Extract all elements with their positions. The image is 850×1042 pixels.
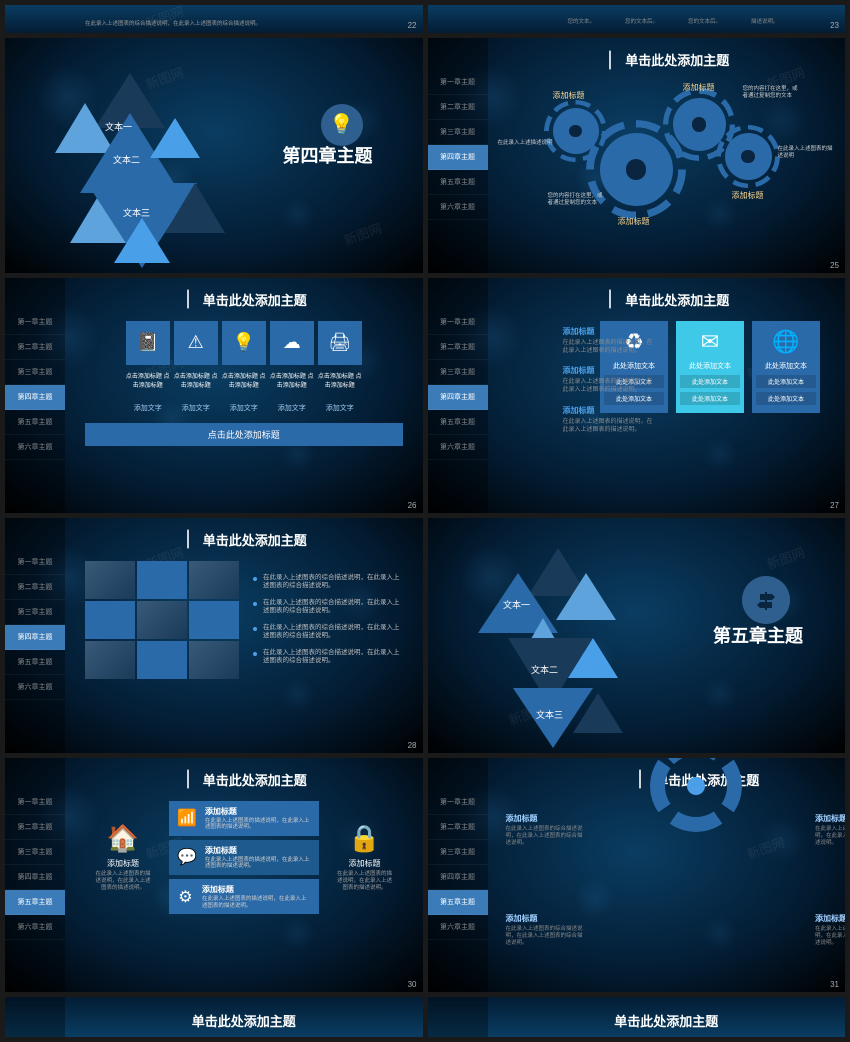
slide-28: 新图网 第一章主题 第二章主题 第三章主题 第四章主题 第五章主题 第六章主题 … bbox=[5, 518, 423, 753]
chat-icon: 💬 bbox=[177, 847, 197, 867]
slide-30: 新图网 第一章主题 第二章主题 第三章主题 第四章主题 第五章主题 第六章主题 … bbox=[5, 758, 423, 993]
home-icon: 🏠 bbox=[95, 823, 151, 854]
sidebar: 第一章主题 第二章主题 第三章主题 第四章主题 第五章主题 第六章主题 bbox=[5, 518, 65, 753]
bulb-icon: 💡 bbox=[321, 104, 363, 146]
nav-ch1[interactable]: 第一章主题 bbox=[428, 70, 488, 95]
wifi-icon: 📶 bbox=[177, 808, 197, 828]
page-number: 22 bbox=[408, 21, 417, 30]
nav-ch6[interactable]: 第六章主题 bbox=[428, 195, 488, 220]
page-number: 23 bbox=[830, 21, 839, 30]
gear-icon: ⚙ bbox=[177, 887, 194, 907]
slide-26: 新图网 第一章主题 第二章主题 第三章主题 第四章主题 第五章主题 第六章主题 … bbox=[5, 278, 423, 513]
sidebar: 第一章主题 第二章主题 第三章主题 第四章主题 第五章主题 第六章主题 bbox=[428, 38, 488, 273]
slide-23-partial: 您的文本。 您的文本后。 您的文本后。 描述说明。 23 bbox=[428, 5, 846, 33]
printer-icon: 🖨 bbox=[318, 321, 362, 365]
card-mail[interactable]: ✉ 此处添加文本 此处添加文本 此处添加文本 bbox=[676, 321, 744, 413]
chapter-title: 第五章主题 bbox=[713, 622, 803, 648]
svg-text:文本一: 文本一 bbox=[105, 121, 132, 132]
icon-row: 📓 ⚠ 💡 ☁ 🖨 bbox=[85, 321, 403, 365]
svg-text:文本三: 文本三 bbox=[536, 709, 563, 720]
lock-block: 🔒 添加标题 在此录入上述图表的描述说明，在此录入上述图表的描述说明。 bbox=[337, 823, 393, 892]
slide-title: 单击此处添加主题 bbox=[508, 50, 826, 69]
warning-icon: ⚠ bbox=[174, 321, 218, 365]
slide-31: 新图网 第一章主题 第二章主题 第三章主题 第四章主题 第五章主题 第六章主题 … bbox=[428, 758, 846, 993]
slide-22-partial: 新图网 在此录入上述图表的综合描述说明，在此录入上述图表的综合描述说明。 22 bbox=[5, 5, 423, 33]
gear-2 bbox=[600, 133, 673, 206]
slide-25: 新图网 第一章主题 第二章主题 第三章主题 第四章主题 第五章主题 第六章主题 … bbox=[428, 38, 846, 273]
globe-icon: 🌐 bbox=[756, 329, 816, 355]
gear-3 bbox=[673, 98, 726, 151]
signpost-icon bbox=[742, 576, 790, 624]
triangle-cluster: 文本一 文本二 文本三 bbox=[458, 538, 658, 748]
slide-27: 新图网 第一章主题 第二章主题 第三章主题 第四章主题 第五章主题 第六章主题 … bbox=[428, 278, 846, 513]
left-text: 添加标题在此录入上述图表的描述说明，在此录入上述图表的描述说明。 添加标题在此录… bbox=[563, 326, 653, 445]
banner[interactable]: 点击此处添加标题 bbox=[85, 423, 403, 446]
svg-text:文本一: 文本一 bbox=[503, 599, 530, 610]
bulb-icon: 💡 bbox=[222, 321, 266, 365]
image-grid bbox=[85, 561, 239, 679]
svg-text:文本三: 文本三 bbox=[123, 207, 150, 218]
apple-logo bbox=[428, 38, 488, 70]
page-number: 25 bbox=[830, 261, 839, 270]
home-block: 🏠 添加标题 在此录入上述图表的描述说明，在此录入上述图表的描述说明。 bbox=[95, 823, 151, 892]
nav-ch4[interactable]: 第四章主题 bbox=[428, 145, 488, 170]
nav-ch2[interactable]: 第二章主题 bbox=[428, 95, 488, 120]
mail-icon: ✉ bbox=[680, 329, 740, 355]
gear-4 bbox=[725, 133, 772, 180]
slide-32-partial: 单击此处添加主题 bbox=[5, 997, 423, 1037]
chapter-title: 第四章主题 bbox=[283, 142, 373, 168]
sidebar: 第一章主题 第二章主题 第三章主题 第四章主题 第五章主题 第六章主题 bbox=[428, 758, 488, 993]
triangle-cluster: 文本一 文本二 文本三 bbox=[35, 58, 225, 268]
slide-29: 新图网 新图网 文本一 文本二 文本三 第五章主题 bbox=[428, 518, 846, 753]
notebook-icon: 📓 bbox=[126, 321, 170, 365]
cloud-icon: ☁ bbox=[270, 321, 314, 365]
svg-text:文本二: 文本二 bbox=[531, 664, 558, 675]
card-globe[interactable]: 🌐 此处添加文本 此处添加文本 此处添加文本 bbox=[752, 321, 820, 413]
sidebar: 第一章主题 第二章主题 第三章主题 第四章主题 第五章主题 第六章主题 bbox=[428, 278, 488, 513]
apple-logo bbox=[5, 278, 65, 310]
bullet-list: 在此录入上述图表的综合描述说明，在此录入上述图表的综合描述说明。 在此录入上述图… bbox=[253, 574, 403, 666]
mid-panels: 📶添加标题在此录入上述图表的描述说明，在此录入上述图表的描述说明。 💬添加标题在… bbox=[169, 801, 319, 915]
sidebar: 第一章主题 第二章主题 第三章主题 第四章主题 第五章主题 第六章主题 bbox=[5, 758, 65, 993]
slide-24: 新图网 新图网 文本一 文本二 文本三 💡 第四章主题 bbox=[5, 38, 423, 273]
nav-ch5[interactable]: 第五章主题 bbox=[428, 170, 488, 195]
slide-33-partial: 单击此处添加主题 bbox=[428, 997, 846, 1037]
svg-text:文本二: 文本二 bbox=[113, 154, 140, 165]
sidebar: 第一章主题 第二章主题 第三章主题 第四章主题 第五章主题 第六章主题 bbox=[5, 278, 65, 513]
lock-icon: 🔒 bbox=[337, 823, 393, 854]
nav-ch3[interactable]: 第三章主题 bbox=[428, 120, 488, 145]
